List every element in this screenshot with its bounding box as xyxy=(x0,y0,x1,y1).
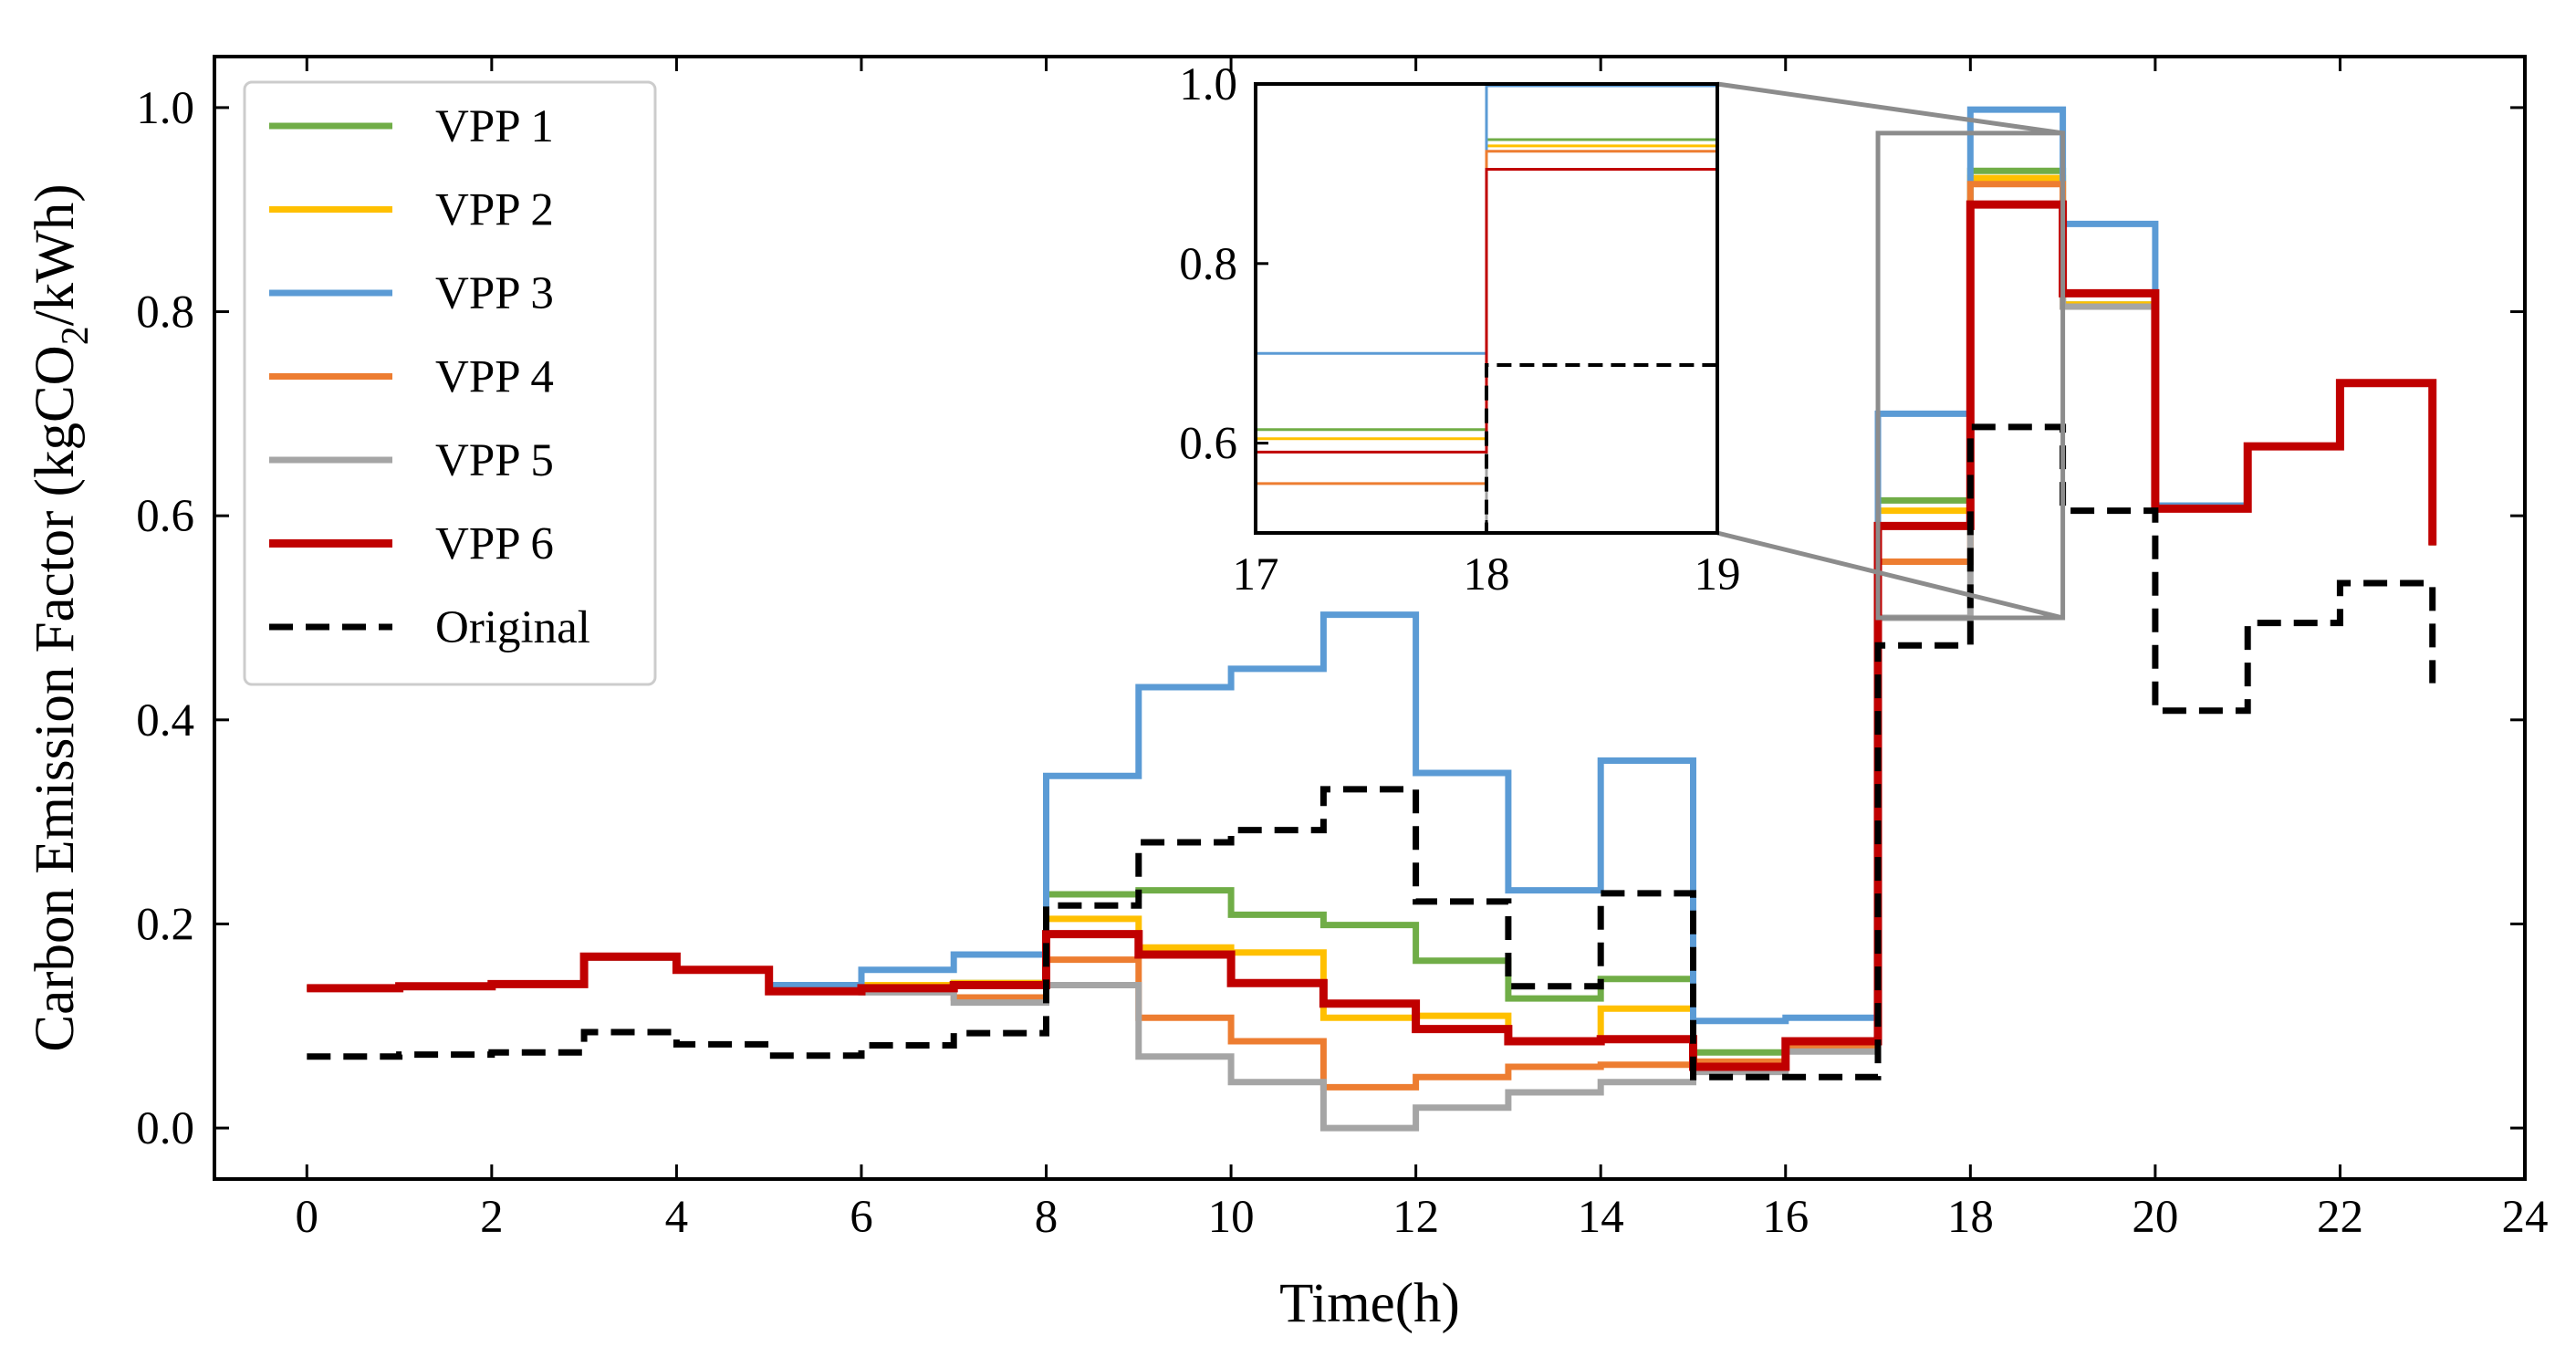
legend: VPP 1 VPP 2 VPP 3 VPP 4 VPP 5 VPP 6 Original xyxy=(269,101,590,653)
x-tick-label-18: 18 xyxy=(1947,1192,1994,1243)
x-tick-label-10: 10 xyxy=(1208,1192,1255,1243)
zoom-region-box xyxy=(1875,130,2066,621)
y-tick-label-0.2: 0.2 xyxy=(136,899,194,950)
plot-frame xyxy=(213,55,2527,1181)
legend-label-vpp-1: VPP 1 xyxy=(435,101,554,152)
series-line-vpp-6 xyxy=(307,200,2437,1071)
legend-label-original: Original xyxy=(435,602,590,653)
x-tick-label-20: 20 xyxy=(2132,1192,2178,1243)
zoom-indicator xyxy=(1716,81,2066,621)
inset-y-tick-label-0.6: 0.6 xyxy=(1179,419,1237,470)
legend-label-vpp-5: VPP 5 xyxy=(435,435,554,486)
x-tick-label-14: 14 xyxy=(1578,1192,1624,1243)
legend-label-vpp-6: VPP 6 xyxy=(435,519,554,570)
x-axis-title: Time(h) xyxy=(1279,1273,1460,1334)
x-tick-label-12: 12 xyxy=(1392,1192,1439,1243)
inset-series-line-vpp-6 xyxy=(1256,168,1717,454)
inset-x-tick-label-17: 17 xyxy=(1233,549,1279,600)
x-tick-label-22: 22 xyxy=(2317,1192,2363,1243)
y-tick-label-1.0: 1.0 xyxy=(136,83,194,134)
y-tick-label-0.4: 0.4 xyxy=(136,695,194,746)
inset-y-tick-label-1.0: 1.0 xyxy=(1179,59,1237,110)
y-axis-title: Carbon Emission Factor (kgCO2/kWh) xyxy=(25,183,97,1051)
x-tick-label-2: 2 xyxy=(480,1192,504,1243)
legend-label-vpp-4: VPP 4 xyxy=(435,352,554,403)
y-tick-label-0.8: 0.8 xyxy=(136,287,194,339)
x-tick-label-8: 8 xyxy=(1035,1192,1059,1243)
zoom-connector-top xyxy=(1716,81,2063,136)
y-tick-label-0.6: 0.6 xyxy=(136,491,194,542)
legend-box xyxy=(243,80,657,686)
legend-label-vpp-3: VPP 3 xyxy=(435,268,554,319)
legend-label-vpp-2: VPP 2 xyxy=(435,185,554,236)
inset-x-tick-label-19: 19 xyxy=(1695,549,1741,600)
y-tick-label-0.0: 0.0 xyxy=(136,1103,194,1154)
x-tick-label-6: 6 xyxy=(850,1192,873,1243)
x-tick-label-16: 16 xyxy=(1762,1192,1809,1243)
zoom-connector-bottom xyxy=(1716,530,2064,621)
x-tick-label-24: 24 xyxy=(2502,1192,2549,1243)
inset-y-tick-label-0.8: 0.8 xyxy=(1179,239,1237,290)
inset-series-line-original xyxy=(1485,363,1717,533)
main-ticks-group: 0 2 4 6 8 10 12 14 16 18 20 22 240.00.20.40.60.81.0 xyxy=(136,57,2549,1243)
inset-x-tick-label-18: 18 xyxy=(1464,549,1510,600)
x-tick-label-0: 0 xyxy=(296,1192,319,1243)
x-tick-label-4: 4 xyxy=(665,1192,689,1243)
main-series-group xyxy=(307,106,2437,1132)
series-line-original xyxy=(307,423,2436,1080)
inset-ticks-group: 17 18 19 0.6 0.8 1.0 xyxy=(1179,59,1740,600)
